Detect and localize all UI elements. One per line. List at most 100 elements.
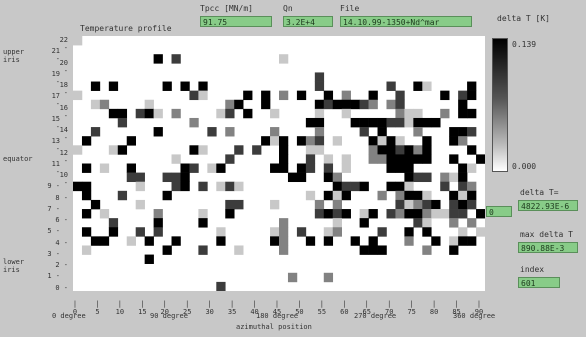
heatmap-cell (117, 108, 128, 119)
heatmap-cell (368, 236, 378, 246)
heatmap-cell (395, 209, 405, 219)
delta-t-label: delta T= (520, 188, 559, 197)
heatmap-cell (449, 172, 459, 183)
heatmap-cell (368, 154, 378, 164)
heatmap-cell (279, 218, 289, 228)
heatmap-cell (458, 190, 468, 201)
x-tick-label: | 70 (385, 300, 394, 316)
y-tick-label: 4 - (55, 238, 68, 247)
heatmap-cell (305, 136, 316, 146)
heatmap-cell (332, 227, 342, 237)
heatmap-cell (189, 145, 199, 155)
heatmap-cell (350, 99, 360, 110)
heatmap-cell (225, 181, 235, 192)
heatmap-cell (449, 136, 459, 146)
heatmap-cell (144, 108, 154, 119)
heatmap-cell (368, 209, 378, 219)
heatmap-cell (458, 99, 468, 110)
heatmap-cell (198, 218, 208, 228)
heatmap-cell (458, 227, 468, 237)
index-field[interactable]: 601 (518, 277, 560, 288)
heatmap-cell (341, 209, 351, 219)
heatmap-cell (314, 127, 325, 137)
heatmap-cell (234, 245, 244, 255)
heatmap-cell (225, 209, 235, 219)
heatmap-cell (314, 199, 325, 210)
heatmap-cell (90, 81, 101, 91)
y-tick-label: 19 - (51, 69, 60, 86)
heatmap-cell (467, 236, 477, 246)
heatmap-cell (386, 163, 396, 173)
heatmap-cell (153, 54, 163, 64)
heatmap-cell (270, 127, 280, 137)
equator-label: equator (3, 155, 33, 163)
heatmap-cell (404, 236, 414, 246)
heatmap-cell (279, 154, 289, 164)
heatmap-cell (341, 99, 351, 110)
heatmap-cell (413, 209, 423, 219)
heatmap-cell (323, 99, 334, 110)
heatmap-cell (404, 145, 414, 155)
heatmap-cell (422, 117, 432, 128)
heatmap-cell (279, 54, 289, 64)
heatmap-cell (413, 172, 423, 183)
x-tick-label: | 20 (160, 300, 169, 316)
heatmap-cell (431, 209, 441, 219)
heatmap-cell (440, 181, 450, 192)
heatmap-cell (449, 218, 459, 228)
heatmap-cell (225, 154, 235, 164)
max-delta-t-label: max delta T (520, 230, 573, 239)
heatmap-cell (81, 136, 92, 146)
heatmap-cell (305, 190, 316, 201)
heatmap-cell (440, 172, 450, 183)
heatmap-cell (332, 181, 342, 192)
heatmap-cell (395, 136, 405, 146)
heatmap-cell (323, 90, 334, 101)
qn-label: Qn (283, 4, 293, 13)
file-field: 14.10.99-1350+Nd^mar (340, 16, 472, 27)
heatmap-cell (377, 145, 387, 155)
heatmap-cell (359, 127, 369, 137)
heatmap-cell (332, 199, 342, 210)
heatmap-cell (449, 190, 459, 201)
x-label-360deg: 360 degree (453, 312, 496, 320)
heatmap-cell (305, 163, 316, 173)
index-label: index (520, 265, 545, 274)
file-label: File (340, 4, 360, 13)
heatmap-cell (225, 127, 235, 137)
heatmap-cell (458, 136, 468, 146)
heatmap-cell (99, 163, 110, 173)
max-delta-t-field: 890.88E-3 (518, 242, 578, 253)
heatmap-cell (261, 99, 271, 110)
heatmap-plot[interactable] (73, 36, 485, 291)
heatmap-cell (386, 145, 396, 155)
heatmap-cell (449, 199, 459, 210)
channel-field[interactable]: 0 (486, 206, 512, 217)
heatmap-cell (458, 172, 468, 183)
heatmap-cell (99, 99, 110, 110)
heatmap-cell (422, 245, 432, 255)
heatmap-cell (323, 236, 334, 246)
heatmap-cell (368, 117, 378, 128)
heatmap-cell (368, 90, 378, 101)
heatmap-cell (117, 190, 128, 201)
y-tick-label: 2 - (55, 261, 68, 269)
heatmap-cell (234, 181, 244, 192)
heatmap-cell (296, 227, 307, 237)
heatmap-cell (350, 236, 360, 246)
heatmap-cell (458, 181, 468, 192)
heatmap-cell (332, 190, 342, 201)
heatmap-cell (171, 154, 181, 164)
heatmap-cell (198, 81, 208, 91)
heatmap-cell (395, 117, 405, 128)
x-tick-label: | 10 (115, 300, 125, 316)
heatmap-cell (73, 36, 83, 46)
y-tick-label: 12 - (59, 148, 68, 165)
x-tick-label: | 15 (138, 300, 147, 316)
heatmap-cell (395, 145, 405, 155)
heatmap-cell (225, 199, 235, 210)
heatmap-cell (305, 145, 316, 155)
heatmap-cell (449, 236, 459, 246)
x-tick-label: | 60 (340, 300, 349, 316)
heatmap-cell (108, 218, 119, 228)
